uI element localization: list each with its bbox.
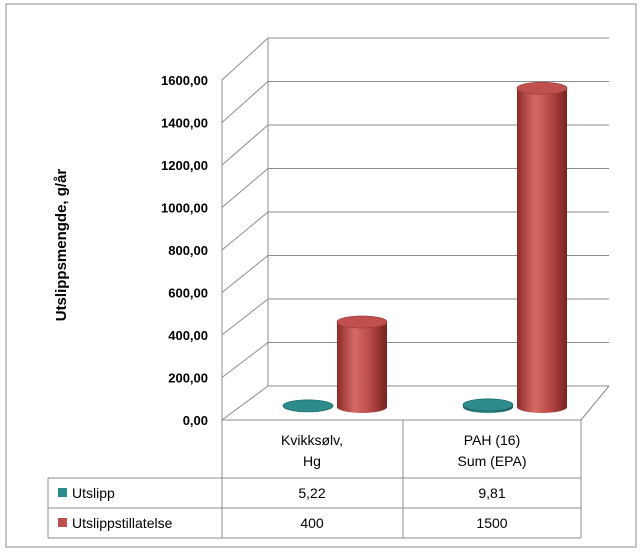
y-axis-label: Utslippsmengde, g/år [53,169,70,322]
table-cell: 400 [300,515,324,531]
y-tick-label: 1400,00 [161,116,208,131]
category-label-line2: Hg [303,453,321,469]
y-tick-label: 800,00 [168,243,208,258]
gridline-side [221,298,269,336]
y-tick-label: 400,00 [168,328,208,343]
y-tick-label: 0,00 [183,413,208,428]
data-table: Kvikksølv, Hg PAH (16) Sum (EPA) Utslipp… [47,420,582,539]
gridline-side [221,81,269,123]
gridline-side [221,124,269,166]
y-tick-label: 1200,00 [161,158,208,173]
table-cell: 9,81 [478,485,505,501]
gridline-side [221,168,269,208]
gridline-side [221,342,269,378]
bar [282,399,334,413]
legend-swatch-utslipp [58,488,67,497]
category-label-line1: PAH (16) [464,432,521,448]
y-axis-ticks: 0,00 200,00 400,00 600,00 800,00 1000,00 1200,… [161,73,208,428]
bar-top [336,315,388,329]
table-cell: 1500 [476,515,507,531]
y-tick-label: 600,00 [168,286,208,301]
y-tick-label: 200,00 [168,371,208,386]
gridline-side [221,211,269,251]
bar [462,398,514,413]
bar [516,81,568,413]
category-label-line2: Sum (EPA) [458,453,527,469]
legend-label-utslipp: Utslipp [72,485,115,501]
legend-label-utslippstillatelse: Utslippstillatelse [72,515,173,531]
category-label-line1: Kvikksølv, [281,432,343,448]
bar-top [462,398,514,412]
bar-body [517,88,567,413]
bar-top [516,81,568,95]
y-tick-label: 1000,00 [161,201,208,216]
bar-body [337,322,387,413]
gridline-side [221,37,269,81]
table-cell: 5,22 [298,485,325,501]
bar [336,315,388,413]
floor-right-edge [580,385,610,421]
bar-top [282,399,334,413]
legend-swatch-utslippstillatelse [58,518,67,527]
gridline-side [221,255,269,293]
bars [282,81,568,413]
y-tick-label: 1600,00 [161,73,208,88]
floor-left-edge [221,385,269,421]
